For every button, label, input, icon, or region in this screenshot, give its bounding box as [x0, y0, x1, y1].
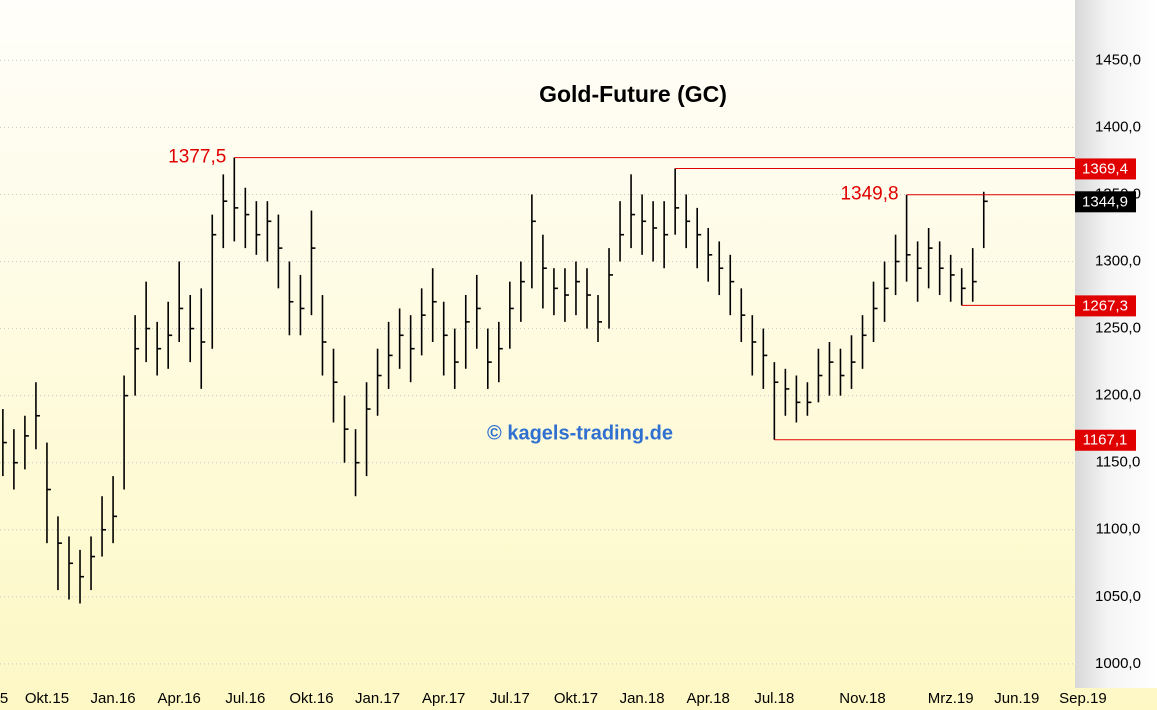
level-label: 1369,4 — [1082, 160, 1128, 177]
y-tick-label: 1300,0 — [1095, 252, 1141, 269]
x-tick-label: Apr.16 — [158, 690, 201, 707]
x-tick-label: Okt.15 — [25, 690, 69, 707]
level-box — [1075, 295, 1136, 317]
x-tick-label: Nov.18 — [839, 690, 885, 707]
y-tick-label: 1050,0 — [1095, 588, 1141, 605]
x-tick-label: Apr.17 — [422, 690, 465, 707]
y-tick-label: 1000,0 — [1095, 655, 1141, 672]
x-tick-label: Okt.17 — [554, 690, 598, 707]
level-label: 1267,3 — [1082, 297, 1128, 314]
x-tick-label: Jul.16 — [225, 690, 265, 707]
level-box — [1075, 191, 1136, 213]
x-tick-label: Jul.17 — [490, 690, 530, 707]
y-tick-label: 1200,0 — [1095, 387, 1141, 404]
y-tick-label: 1100,0 — [1096, 521, 1141, 538]
x-tick-label: Okt.16 — [289, 690, 333, 707]
axis-strip — [1075, 0, 1157, 688]
x-tick-label: Jan.16 — [91, 690, 136, 707]
level-label: 1377,5 — [168, 147, 226, 168]
x-tick-label: Jan.17 — [355, 690, 400, 707]
x-tick-label: Jun.19 — [994, 690, 1039, 707]
level-box — [1075, 429, 1136, 451]
y-tick-label: 1400,0 — [1095, 118, 1141, 135]
y-tick-label: 1450,0 — [1095, 51, 1141, 68]
y-tick-label: 1150,0 — [1096, 454, 1141, 471]
x-tick-label: Mrz.19 — [928, 690, 974, 707]
x-tick-label: Jul.18 — [754, 690, 794, 707]
x-tick-label: 5 — [0, 690, 8, 707]
level-label: 1167,1 — [1083, 432, 1128, 449]
level-label: 1349,8 — [840, 184, 898, 205]
chart-title: Gold-Future (GC) — [539, 81, 727, 107]
y-tick-label: 1250,0 — [1095, 320, 1141, 337]
x-tick-label: Apr.18 — [687, 690, 730, 707]
level-label: 1344,9 — [1082, 193, 1128, 210]
level-box — [1075, 158, 1136, 180]
watermark: © kagels-trading.de — [487, 422, 673, 444]
x-tick-label: Jan.18 — [620, 690, 665, 707]
x-tick-label: Sep.19 — [1059, 690, 1107, 707]
